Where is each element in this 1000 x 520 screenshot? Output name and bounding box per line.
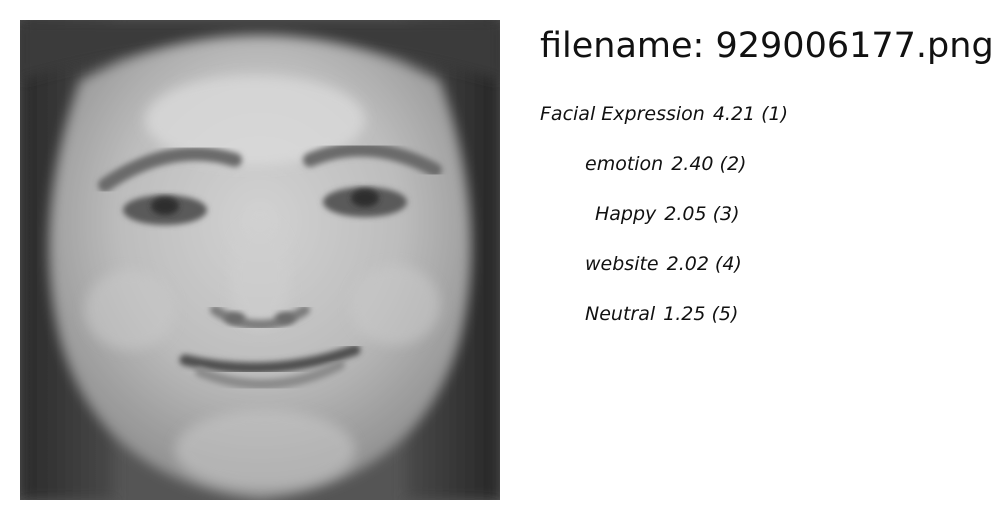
prediction-label: Neutral bbox=[585, 303, 656, 325]
prediction-item: Happy 2.05 (3) bbox=[595, 200, 740, 228]
prediction-rank: (3) bbox=[712, 203, 740, 225]
prediction-label: emotion bbox=[585, 153, 664, 175]
filename-prefix: filename: bbox=[540, 26, 705, 66]
prediction-label: Happy bbox=[595, 203, 657, 225]
prediction-label: website bbox=[585, 253, 659, 275]
prediction-score: 2.02 bbox=[666, 253, 709, 275]
prediction-score: 2.40 bbox=[671, 153, 714, 175]
prediction-item: Facial Expression 4.21 (1) bbox=[540, 100, 788, 128]
prediction-item: website 2.02 (4) bbox=[585, 250, 742, 278]
prediction-rank: (4) bbox=[714, 253, 742, 275]
prediction-rank: (5) bbox=[711, 303, 739, 325]
prediction-rank: (1) bbox=[761, 103, 789, 125]
filename-value: 929006177.png bbox=[715, 26, 994, 66]
prediction-item: emotion 2.40 (2) bbox=[585, 150, 746, 178]
face-photo bbox=[20, 20, 500, 500]
prediction-score: 2.05 bbox=[664, 203, 707, 225]
prediction-rank: (2) bbox=[719, 153, 747, 175]
prediction-label: Facial Expression bbox=[540, 103, 705, 125]
prediction-item: Neutral 1.25 (5) bbox=[585, 300, 738, 328]
filename-heading: filename: 929006177.png bbox=[540, 26, 994, 66]
prediction-score: 1.25 bbox=[663, 303, 706, 325]
prediction-score: 4.21 bbox=[712, 103, 756, 125]
